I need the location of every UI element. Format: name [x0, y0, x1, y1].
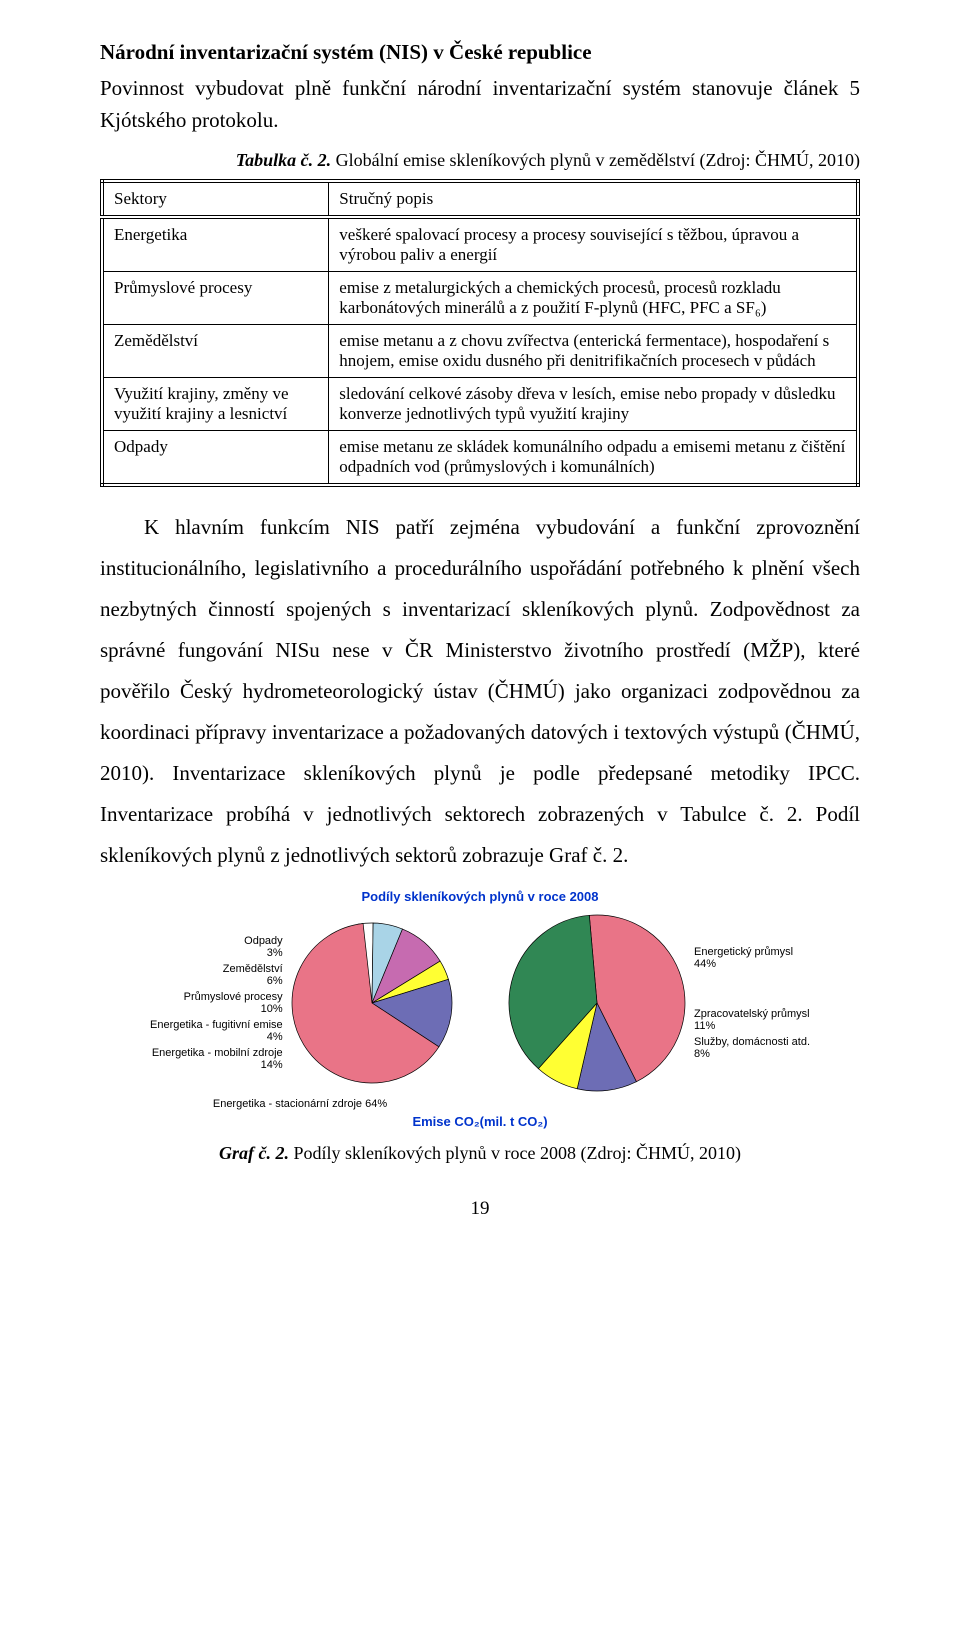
table-cell-desc: emise metanu a z chovu zvířectva (enteri… — [329, 325, 858, 378]
pie-left-bottom-label: Energetika - stacionární zdroje 64% — [150, 1098, 450, 1110]
table-caption-text: Globální emise skleníkových plynů v země… — [331, 150, 860, 170]
table-cell-sector: Energetika — [102, 217, 329, 272]
main-paragraph: K hlavním funkcím NIS patří zejména vybu… — [100, 507, 860, 875]
pie-label: Energetický průmysl44% — [694, 946, 810, 970]
table-row: Energetika veškeré spalovací procesy a p… — [102, 217, 858, 272]
pie-right-labels: Energetický průmysl44% Zpracovatelský pr… — [694, 942, 810, 1064]
pie-label: Zpracovatelský průmysl11% — [694, 1008, 810, 1032]
pie-left-wrap: Odpady3% Zemědělství6% Průmyslové proces… — [150, 910, 457, 1096]
table-header-sector: Sektory — [102, 181, 329, 217]
pie-label: Průmyslové procesy10% — [150, 991, 283, 1015]
table-caption-label: Tabulka č. 2. — [236, 150, 331, 170]
document-page: Národní inventarizační systém (NIS) v Če… — [0, 0, 960, 1250]
chart-axis-label: Emise CO₂(mil. t CO₂) — [150, 1114, 810, 1129]
page-number: 19 — [100, 1198, 860, 1220]
pie-label: Odpady3% — [150, 935, 283, 959]
intro-paragraph: Povinnost vybudovat plně funkční národní… — [100, 73, 860, 136]
pie-label: Služby, domácnosti atd.8% — [694, 1036, 810, 1060]
table-cell-desc: veškeré spalovací procesy a procesy souv… — [329, 217, 858, 272]
section-heading: Národní inventarizační systém (NIS) v Če… — [100, 40, 860, 65]
graf-caption-text: Podíly skleníkových plynů v roce 2008 (Z… — [289, 1143, 741, 1163]
table-header-desc: Stručný popis — [329, 181, 858, 217]
pie-right-wrap: Energetický průmysl44% Zpracovatelský pr… — [504, 910, 810, 1096]
table-row: Využití krajiny, změny ve využití krajin… — [102, 378, 858, 431]
sector-table: Sektory Stručný popis Energetika veškeré… — [100, 179, 860, 487]
pie-label: Energetika - mobilní zdroje14% — [150, 1047, 283, 1071]
table-cell-desc: emise metanu ze skládek komunálního odpa… — [329, 431, 858, 486]
table-cell-desc: emise z metalurgických a chemických proc… — [329, 272, 858, 325]
table-cell-desc: sledování celkové zásoby dřeva v lesích,… — [329, 378, 858, 431]
table-cell-sector: Průmyslové procesy — [102, 272, 329, 325]
pie-label: Energetika - fugitivní emise4% — [150, 1019, 283, 1043]
pie-chart-block: Podíly skleníkových plynů v roce 2008 Od… — [150, 889, 810, 1129]
table-cell-sector: Odpady — [102, 431, 329, 486]
table-row: Průmyslové procesy emise z metalurgickýc… — [102, 272, 858, 325]
chart-title: Podíly skleníkových plynů v roce 2008 — [150, 889, 810, 904]
pie-right-svg — [504, 910, 690, 1096]
table-row: Odpady emise metanu ze skládek komunální… — [102, 431, 858, 486]
pie-left-svg — [287, 918, 457, 1088]
table-caption: Tabulka č. 2. Globální emise skleníkovýc… — [100, 150, 860, 171]
table-row: Zemědělství emise metanu a z chovu zvíře… — [102, 325, 858, 378]
table-header-row: Sektory Stručný popis — [102, 181, 858, 217]
graf-caption-label: Graf č. 2. — [219, 1143, 289, 1163]
graf-caption: Graf č. 2. Podíly skleníkových plynů v r… — [100, 1143, 860, 1164]
pie-charts-row: Odpady3% Zemědělství6% Průmyslové proces… — [150, 910, 810, 1096]
table-cell-sector: Využití krajiny, změny ve využití krajin… — [102, 378, 329, 431]
table-cell-sector: Zemědělství — [102, 325, 329, 378]
pie-left-labels: Odpady3% Zemědělství6% Průmyslové proces… — [150, 931, 283, 1075]
pie-label: Zemědělství6% — [150, 963, 283, 987]
